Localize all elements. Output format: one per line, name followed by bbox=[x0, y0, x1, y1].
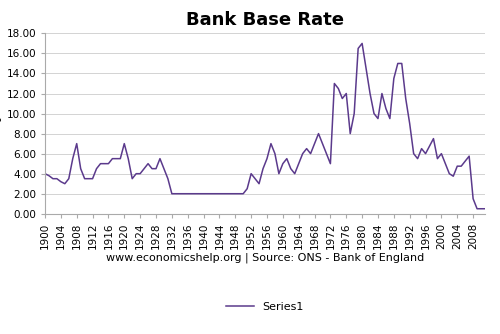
Series1 bbox=[42, 172, 48, 176]
Series1 bbox=[482, 207, 488, 211]
Series1 bbox=[363, 66, 369, 70]
Series1 bbox=[196, 192, 202, 196]
X-axis label: www.economicshelp.org | Source: ONS - Bank of England: www.economicshelp.org | Source: ONS - Ba… bbox=[106, 252, 424, 263]
Series1 bbox=[387, 117, 393, 121]
Legend: Series1: Series1 bbox=[222, 297, 308, 316]
Series1 bbox=[474, 207, 480, 211]
Title: Bank Base Rate: Bank Base Rate bbox=[186, 11, 344, 29]
Series1 bbox=[340, 97, 345, 101]
Series1 bbox=[359, 41, 365, 45]
Series1 bbox=[470, 197, 476, 201]
Series1 bbox=[288, 167, 294, 171]
Line: Series1: Series1 bbox=[45, 43, 485, 209]
